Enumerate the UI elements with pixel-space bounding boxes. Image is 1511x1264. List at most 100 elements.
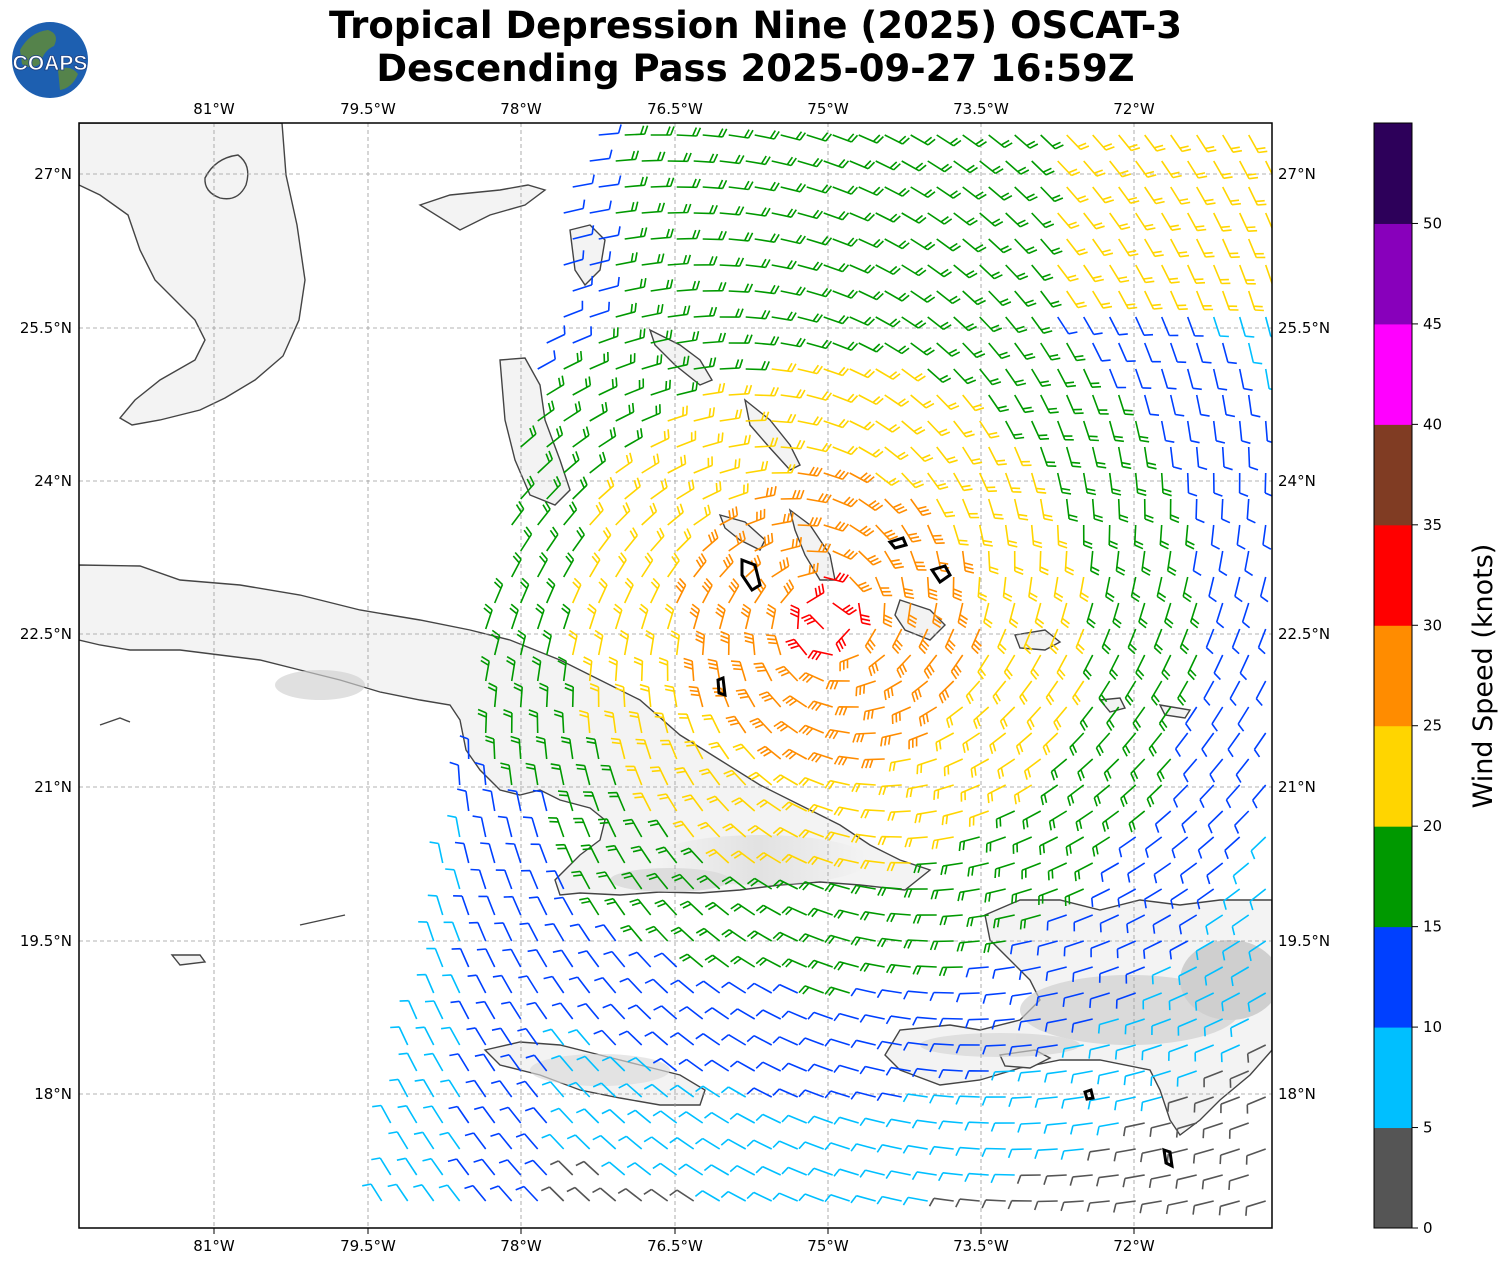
wind-barb	[728, 530, 746, 552]
wind-barb	[824, 779, 850, 790]
wind-barb	[1118, 134, 1141, 152]
wind-barb	[667, 203, 692, 214]
wind-barb	[1034, 602, 1045, 629]
wind-barb	[1169, 394, 1185, 417]
wind-barb	[875, 212, 901, 223]
wind-barb	[771, 311, 797, 322]
wind-barb	[1151, 1018, 1171, 1036]
wind-barb	[537, 501, 551, 526]
wind-barb	[593, 1029, 617, 1046]
wind-barb	[884, 342, 910, 355]
wind-barb	[693, 306, 718, 318]
wind-barb	[650, 329, 673, 344]
wind-barb	[448, 1105, 470, 1124]
wind-barb	[1116, 940, 1137, 959]
wind-barb	[387, 1183, 409, 1202]
wind-barb	[1065, 394, 1084, 415]
wind-barb	[454, 841, 470, 864]
wind-barb	[806, 543, 832, 553]
wind-barb	[525, 762, 539, 786]
wind-barb	[824, 1142, 850, 1151]
wind-barb	[473, 1106, 496, 1124]
wind-barb	[1227, 732, 1241, 758]
wind-barb	[1092, 134, 1115, 151]
wind-barb	[780, 286, 806, 296]
wind-barb	[849, 264, 875, 274]
wind-barb	[859, 1065, 885, 1075]
wind-barb	[371, 1157, 392, 1176]
wind-barb	[1017, 1122, 1041, 1133]
wind-barb	[518, 975, 539, 994]
wind-barb	[1221, 186, 1241, 206]
wind-barb	[450, 1000, 470, 1020]
wind-barb	[850, 987, 876, 997]
wind-barb	[991, 1070, 1015, 1081]
wind-barb	[781, 801, 808, 812]
wind-barb	[911, 680, 929, 703]
wind-barb	[1067, 784, 1085, 807]
wind-barb	[390, 1026, 409, 1046]
wind-barb	[729, 1112, 756, 1124]
wind-barb	[876, 937, 902, 948]
wind-barb	[798, 1037, 824, 1046]
wind-barb	[650, 379, 671, 396]
wind-barb	[721, 929, 747, 942]
wind-barb	[1246, 1096, 1267, 1114]
wind-barb	[572, 174, 595, 188]
wind-barb	[823, 418, 850, 429]
wind-barb	[772, 879, 799, 890]
wind-barb	[1222, 940, 1241, 961]
wind-barb	[859, 1117, 885, 1127]
wind-barb	[961, 550, 975, 574]
lat-tick-label-right: 18°N	[1278, 1085, 1316, 1103]
contour-4	[716, 675, 727, 698]
wind-barb	[704, 1059, 730, 1072]
wind-barb	[592, 1187, 617, 1202]
wind-barb	[1212, 368, 1228, 391]
wind-barb	[985, 836, 1006, 853]
wind-barb	[1135, 654, 1146, 681]
wind-barb	[1245, 1200, 1266, 1216]
exuma-island	[743, 398, 801, 471]
wind-barb	[1177, 680, 1189, 706]
wind-barb	[615, 353, 636, 370]
wind-barb	[833, 857, 859, 868]
wind-barbs	[362, 124, 1272, 1216]
wind-barb	[850, 1091, 876, 1100]
wind-barb	[729, 1060, 756, 1072]
wind-barb	[1221, 992, 1241, 1012]
wind-barb	[936, 238, 961, 252]
wind-barb	[652, 1162, 678, 1176]
wind-barb	[728, 578, 740, 604]
wind-barb	[1259, 576, 1269, 603]
wind-barb	[1139, 1200, 1162, 1214]
wind-barb	[832, 445, 858, 456]
colorbar-tick-label: 45	[1423, 315, 1442, 333]
wind-barb	[1186, 472, 1198, 497]
wind-barb	[1040, 290, 1062, 308]
wind-barb	[1022, 810, 1042, 830]
wind-barb	[1238, 368, 1253, 391]
wind-barb	[968, 810, 989, 827]
wind-barb	[745, 460, 769, 474]
wind-barb	[745, 258, 771, 269]
wind-barb	[1023, 758, 1042, 780]
wind-barb	[1118, 186, 1140, 204]
wind-barb	[850, 1039, 876, 1049]
wind-barb	[693, 204, 718, 215]
wind-barb	[758, 691, 782, 708]
wind-barb	[478, 895, 496, 916]
wind-barb	[885, 1066, 911, 1076]
wind-barb	[1086, 1200, 1110, 1212]
wind-barb	[1238, 212, 1258, 232]
wind-barb	[1212, 212, 1232, 232]
wind-barb	[910, 498, 932, 517]
wind-barb	[592, 1082, 617, 1098]
wind-barb	[1096, 1122, 1119, 1136]
wind-barb	[623, 577, 634, 604]
wind-barb	[1151, 966, 1172, 985]
wind-barb	[908, 732, 928, 750]
wind-barb	[722, 823, 747, 838]
wind-barb	[1195, 446, 1208, 471]
